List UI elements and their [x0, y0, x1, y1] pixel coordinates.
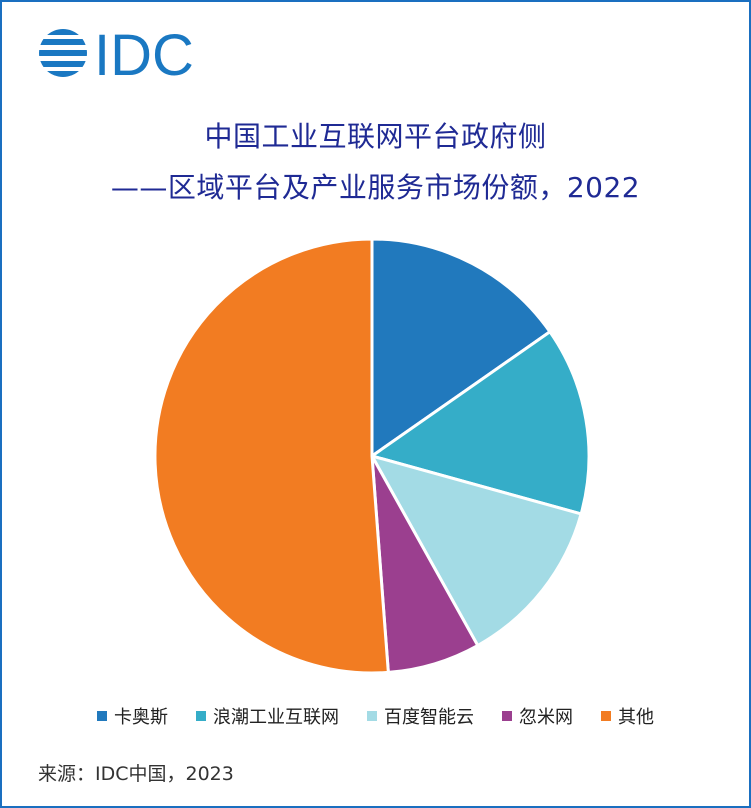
source-note: 来源：IDC中国，2023 [38, 763, 234, 785]
legend-label: 卡奥斯 [114, 707, 168, 728]
legend-label: 其他 [618, 707, 654, 728]
globe-icon [39, 29, 87, 77]
chart-title-line1: 中国工业互联网平台政府侧 [204, 120, 547, 153]
idc-logo: IDC [39, 26, 194, 80]
pie-slice-5 [153, 237, 390, 675]
legend-label: 浪潮工业互联网 [213, 707, 339, 728]
idc-logo-text: IDC [94, 26, 194, 80]
legend-swatch [601, 711, 611, 721]
pie-slice-3 [370, 454, 583, 647]
legend-label: 忽米网 [519, 707, 573, 728]
legend-item-1: 卡奥斯 [97, 703, 168, 729]
legend-item-3: 百度智能云 [367, 703, 474, 729]
legend-item-4: 忽米网 [502, 703, 573, 729]
legend-swatch [196, 711, 206, 721]
legend-swatch [97, 711, 107, 721]
legend-item-5: 其他 [601, 703, 654, 729]
legend-swatch [502, 711, 512, 721]
legend-swatch [367, 711, 377, 721]
legend-label: 百度智能云 [384, 707, 474, 728]
chart-legend: 卡奥斯 浪潮工业互联网 百度智能云 忽米网 其他 [2, 703, 749, 729]
chart-title-line2: ——区域平台及产业服务市场份额，2022 [110, 171, 641, 204]
pie-slice-2 [370, 330, 591, 516]
legend-item-2: 浪潮工业互联网 [196, 703, 339, 729]
pie-slice-1 [370, 237, 552, 458]
